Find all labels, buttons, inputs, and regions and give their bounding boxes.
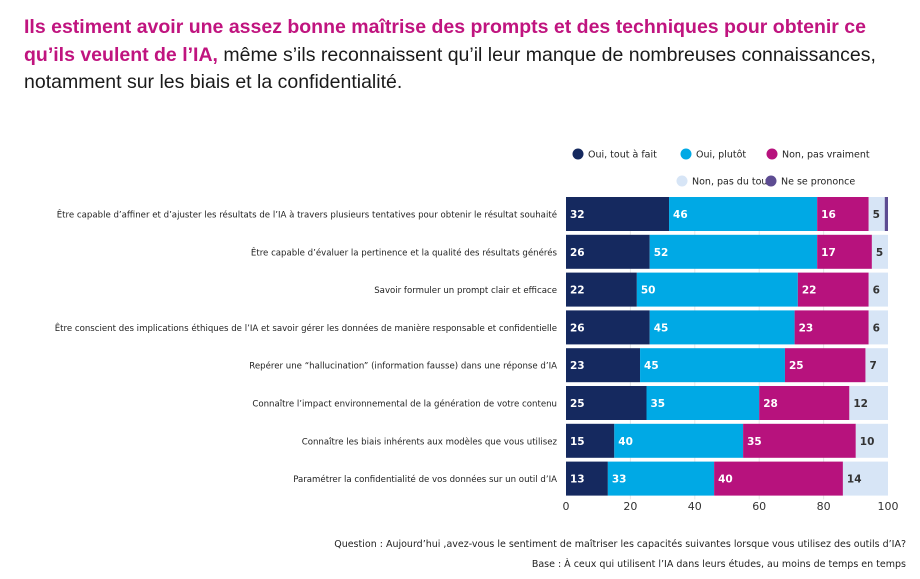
headline: Ils estiment avoir une assez bonne maîtr… — [24, 14, 904, 97]
data-label: 13 — [570, 474, 585, 486]
bar-segment — [868, 197, 885, 231]
category-label: Savoir formuler un prompt clair et effic… — [374, 286, 557, 296]
data-label: 33 — [612, 474, 627, 486]
bar-segment — [714, 461, 843, 496]
data-label: 23 — [570, 360, 585, 372]
legend-marker — [680, 148, 692, 160]
data-label: 50 — [641, 285, 656, 297]
data-label: 6 — [873, 322, 880, 334]
bar-segment — [797, 272, 869, 307]
data-label: 17 — [821, 247, 836, 259]
legend-label: Ne se prononce — [781, 177, 855, 188]
legend-marker — [766, 148, 778, 160]
data-label: 6 — [873, 285, 880, 297]
data-label: 23 — [799, 322, 814, 334]
bar-segment — [636, 272, 798, 307]
x-tick-label: 60 — [752, 500, 766, 513]
base-note: Base : À ceux qui utilisent l’IA dans le… — [531, 559, 906, 570]
bar-segment — [865, 348, 888, 383]
category-label: Être conscient des implications éthiques… — [55, 322, 557, 334]
x-tick-label: 100 — [878, 500, 899, 513]
bar-segment — [649, 234, 818, 269]
bar-segment — [849, 386, 888, 420]
bar-segment — [794, 310, 869, 345]
bar-segment — [566, 234, 650, 269]
data-label: 25 — [570, 398, 585, 410]
bar-segment — [784, 348, 866, 383]
bar-segment — [566, 461, 608, 496]
legend-marker — [765, 175, 777, 187]
data-label: 28 — [763, 398, 778, 410]
category-label: Connaître les biais inhérents aux modèle… — [302, 436, 558, 447]
x-tick-label: 80 — [817, 500, 831, 513]
bar-segment — [868, 272, 888, 307]
data-label: 5 — [873, 209, 880, 221]
data-label: 25 — [789, 360, 804, 372]
data-label: 16 — [821, 209, 836, 221]
data-label: 32 — [570, 209, 585, 221]
legend-label: Non, pas vraiment — [782, 150, 870, 161]
data-label: 46 — [673, 209, 688, 221]
bar-segment — [566, 386, 647, 420]
category-label: Être capable d’affiner et d’ajuster les … — [57, 209, 557, 221]
bar-segment — [566, 272, 637, 307]
bar-segment — [884, 197, 888, 231]
data-label: 45 — [644, 360, 659, 372]
data-label: 12 — [853, 398, 868, 410]
bar-segment — [871, 234, 888, 269]
data-label: 35 — [747, 436, 762, 448]
data-label: 22 — [802, 285, 817, 297]
legend-label: Oui, tout à fait — [588, 150, 657, 161]
data-label: 26 — [570, 322, 585, 334]
data-label: 26 — [570, 247, 585, 259]
data-label: 52 — [654, 247, 669, 259]
data-label: 5 — [876, 247, 883, 259]
legend-marker — [572, 148, 584, 160]
data-label: 40 — [718, 474, 733, 486]
bar-segment — [817, 197, 869, 231]
bar-segment — [743, 423, 856, 458]
data-label: 7 — [869, 360, 876, 372]
category-label: Paramétrer la confidentialité de vos don… — [293, 474, 557, 485]
bar-segment — [640, 348, 785, 383]
headline-highlight: Ils estiment avoir une assez bonne maîtr… — [24, 16, 866, 66]
data-label: 15 — [570, 436, 585, 448]
x-tick-label: 40 — [688, 500, 702, 513]
bar-segment — [842, 461, 888, 496]
headline-rest: même s’ils reconnaissent qu’il leur manq… — [24, 43, 876, 94]
data-label: 35 — [651, 398, 666, 410]
category-label: Être capable d’évaluer la pertinence et … — [251, 246, 558, 258]
bar-segment — [566, 348, 641, 383]
question-note: Question : Aujourd’hui ,avez-vous le sen… — [334, 539, 906, 550]
bar-segment — [669, 197, 818, 231]
legend-marker — [676, 175, 688, 187]
data-label: 14 — [847, 474, 862, 486]
bar-segment — [649, 310, 795, 345]
bar-segment — [855, 423, 888, 458]
bar-segment — [614, 423, 744, 458]
data-label: 45 — [654, 322, 669, 334]
category-label: Repérer une “hallucination” (information… — [249, 361, 557, 372]
bar-segment — [566, 197, 670, 231]
legend-label: Non, pas du tout — [692, 177, 771, 188]
bar-segment — [566, 310, 650, 345]
bar-segment — [646, 386, 760, 420]
data-label: 40 — [618, 436, 633, 448]
bar-segment — [607, 461, 715, 496]
bar-segment — [817, 234, 872, 269]
bar-segment — [566, 423, 615, 458]
legend-label: Oui, plutôt — [696, 150, 746, 161]
x-tick-label: 0 — [563, 500, 570, 513]
bar-segment — [868, 310, 888, 345]
category-label: Connaître l’impact environnemental de la… — [252, 399, 557, 410]
data-label: 22 — [570, 285, 585, 297]
bar-segment — [759, 386, 850, 420]
x-tick-label: 20 — [623, 500, 637, 513]
data-label: 10 — [860, 436, 875, 448]
